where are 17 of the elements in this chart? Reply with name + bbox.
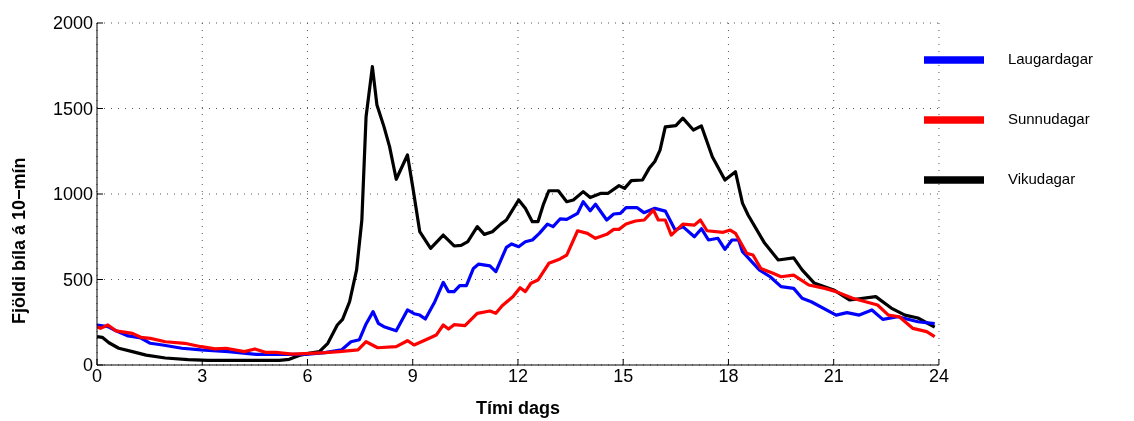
legend-label: Laugardagar [1007, 49, 1093, 67]
x-axis-title: Tími dags [475, 398, 560, 418]
x-tick-label: 3 [197, 365, 208, 386]
y-axis-title: Fjöldi bíla á 10−mín [9, 157, 30, 324]
x-tick-label: 15 [613, 365, 634, 386]
x-tick-label: 6 [302, 365, 313, 386]
x-tick-label: 24 [928, 365, 949, 386]
x-tick-label: 9 [407, 365, 418, 386]
legend-label: Sunnudagar [1007, 109, 1090, 127]
x-tick-label: 21 [823, 365, 844, 386]
y-tick-label: 1500 [52, 98, 93, 119]
x-tick-label: 18 [718, 365, 739, 386]
legend-label: Vikudagar [1007, 169, 1076, 187]
y-tick-label: 1000 [52, 184, 93, 205]
x-tick-label: 12 [507, 365, 528, 386]
y-tick-label: 2000 [52, 13, 93, 34]
y-tick-label: 500 [62, 269, 93, 290]
